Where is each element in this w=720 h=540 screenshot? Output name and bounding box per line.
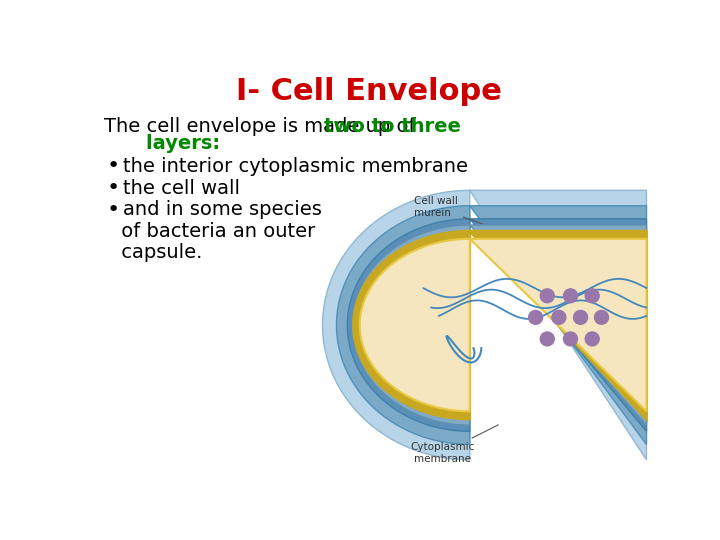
Circle shape bbox=[585, 289, 599, 303]
Text: Capsule: Capsule bbox=[383, 328, 425, 378]
Text: two to three: two to three bbox=[324, 117, 461, 136]
PathPatch shape bbox=[336, 206, 647, 444]
Text: Cytoplasmic
membrane: Cytoplasmic membrane bbox=[410, 425, 498, 464]
PathPatch shape bbox=[352, 225, 647, 425]
Circle shape bbox=[564, 289, 577, 303]
Circle shape bbox=[540, 332, 554, 346]
Text: •: • bbox=[107, 200, 120, 220]
Text: I- Cell Envelope: I- Cell Envelope bbox=[236, 77, 502, 106]
PathPatch shape bbox=[323, 190, 647, 460]
Circle shape bbox=[595, 310, 608, 325]
Text: •: • bbox=[107, 157, 120, 177]
Text: capsule.: capsule. bbox=[114, 243, 202, 262]
PathPatch shape bbox=[354, 231, 647, 419]
Text: layers:: layers: bbox=[120, 134, 220, 153]
Text: Cell wall
murein: Cell wall murein bbox=[414, 197, 482, 224]
Text: and in some species: and in some species bbox=[122, 200, 321, 219]
Circle shape bbox=[585, 332, 599, 346]
Circle shape bbox=[564, 332, 577, 346]
Text: of bacteria an outer: of bacteria an outer bbox=[114, 221, 315, 241]
Text: The cell envelope is made up of: The cell envelope is made up of bbox=[104, 117, 422, 136]
Circle shape bbox=[528, 310, 543, 325]
Text: •: • bbox=[107, 178, 120, 198]
Text: the cell wall: the cell wall bbox=[122, 179, 240, 198]
Text: the interior cytoplasmic membrane: the interior cytoplasmic membrane bbox=[122, 157, 467, 176]
PathPatch shape bbox=[360, 239, 647, 411]
PathPatch shape bbox=[347, 219, 647, 431]
Circle shape bbox=[540, 289, 554, 303]
Circle shape bbox=[574, 310, 588, 325]
Circle shape bbox=[552, 310, 566, 325]
